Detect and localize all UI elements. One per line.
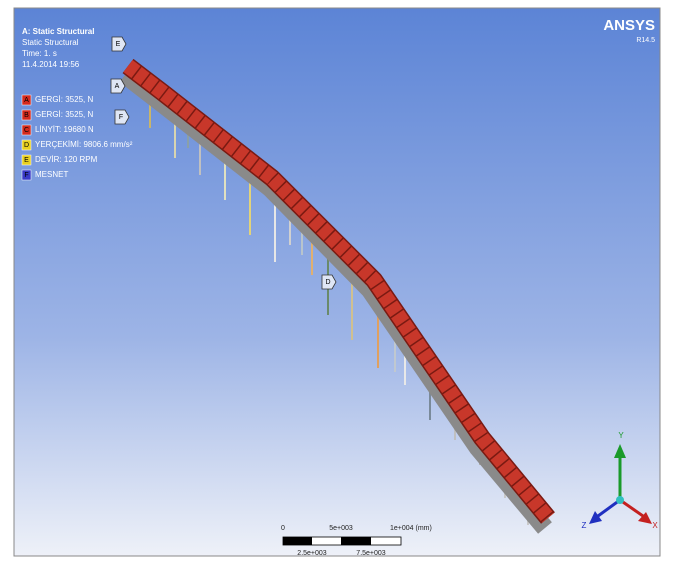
scale-label: 7.5e+003 [356,550,385,557]
axis-z: Z [582,521,587,530]
legend-key: D [24,142,29,149]
legend-key: B [24,112,29,119]
scale-label: 0 [281,525,285,532]
legend-key: C [24,127,29,134]
marker-label: F [119,114,123,121]
axis-x: X [652,521,658,530]
legend-label: GERGİ: 3525, N [35,110,93,119]
scale-label: 5e+003 [329,525,353,532]
legend-key: E [24,157,29,164]
viewport [13,7,661,557]
triad: Y Z X [582,431,659,530]
subtitle: Static Structural [22,38,79,47]
scale-label: 1e+004 (mm) [390,525,432,532]
legend-swatch [21,124,32,136]
legend-swatch [21,109,32,121]
axis-y: Y [618,431,624,440]
legend-label: MESNET [35,170,68,179]
marker-box [114,109,130,125]
title: A: Static Structural [22,27,94,36]
legend-label: GERGİ: 3525, N [35,95,93,104]
legend: A GERGİ: 3525, N B GERGİ: 3525, N C LİNYİT: 1… [21,94,133,181]
marker-box [111,36,127,52]
legend-swatch [21,139,32,151]
legend-label: DEVİR: 120 RPM [35,155,98,164]
scale-label: 2.5e+003 [297,550,326,557]
legend-label: YERÇEKİMİ: 9806.6 mm/s² [35,140,133,149]
logo: ANSYS [603,17,655,34]
legend-swatch [21,154,32,166]
logo-version: R14.5 [636,37,655,44]
model-markers: E A F D [110,36,337,290]
marker-box [321,274,337,290]
marker-box [110,78,126,94]
legend-key: A [24,97,29,104]
header: A: Static Structural Static Structural T… [22,27,94,69]
scale-bar: 0 5e+003 1e+004 (mm) 2.5e+003 7.5e+003 [281,525,432,557]
marker-label: E [116,41,121,48]
date: 11.4.2014 19:56 [22,60,80,69]
marker-label: A [115,83,120,90]
marker-label: D [325,279,330,286]
legend-key: F [24,172,28,179]
legend-swatch [21,94,32,106]
legend-swatch [21,169,32,181]
legend-label: LİNYİT: 19680 N [35,125,94,134]
conveyor [119,58,555,534]
time: Time: 1. s [22,49,57,58]
